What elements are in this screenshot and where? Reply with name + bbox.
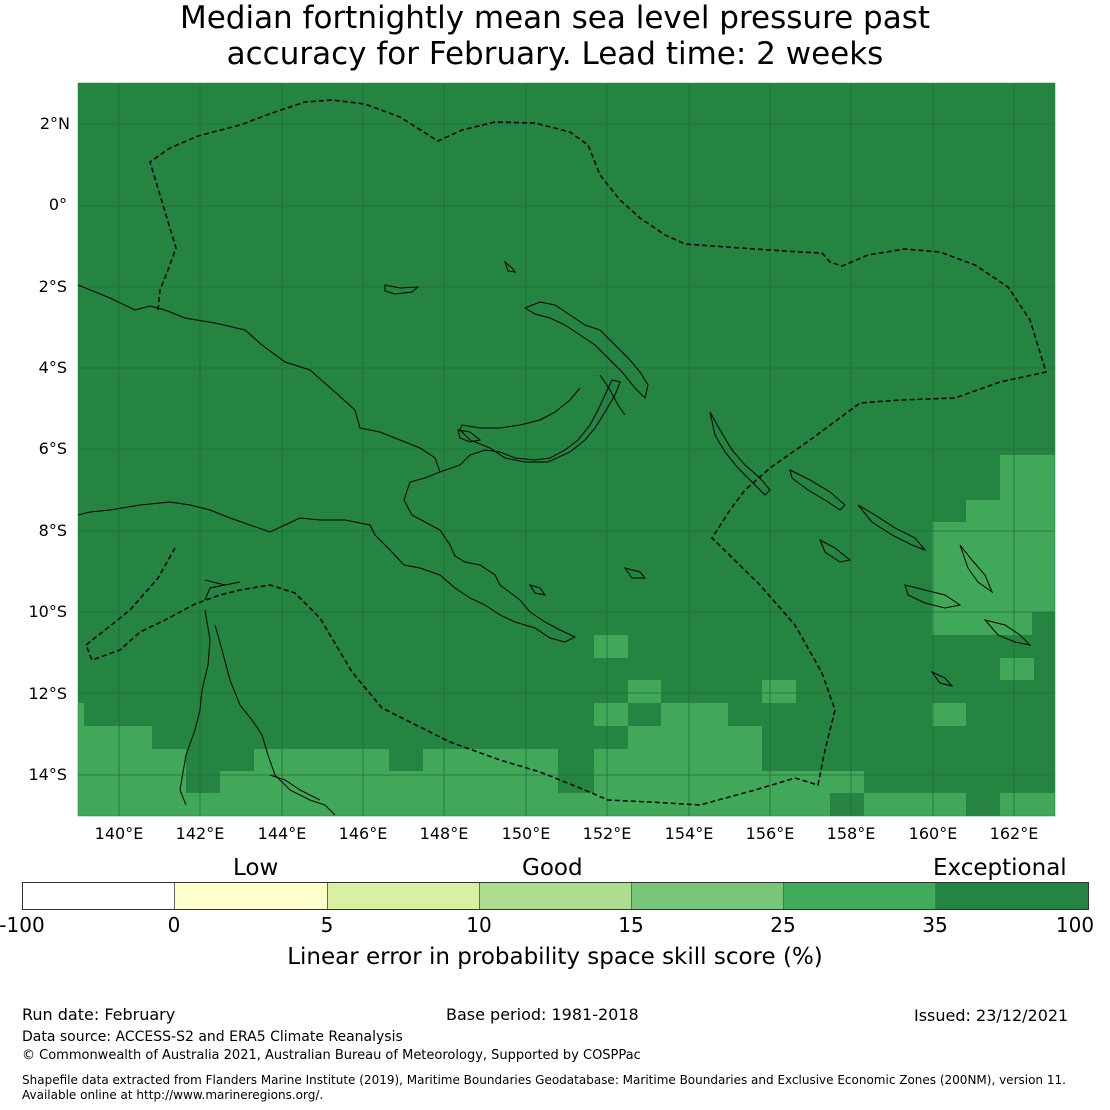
category-good: Good	[522, 855, 583, 881]
lat-label-8s: 8°S	[38, 521, 67, 540]
tick-label: 0	[167, 913, 181, 937]
lon-label-146e: 146°E	[338, 824, 388, 843]
chart-title: Median fortnightly mean sea level pressu…	[0, 0, 1110, 72]
skill-map	[77, 82, 1056, 817]
lon-label-160e: 160°E	[908, 824, 958, 843]
colorbar-segment	[784, 883, 936, 909]
base-period: Base period: 1981-2018	[446, 1005, 639, 1024]
title-line-1: Median fortnightly mean sea level pressu…	[179, 0, 931, 36]
lon-label-156e: 156°E	[745, 824, 795, 843]
lon-label-140e: 140°E	[94, 824, 144, 843]
eez-boundary	[85, 99, 1047, 806]
tick-label: 100	[1055, 913, 1095, 937]
shapefile-credit-line-1: Shapefile data extracted from Flanders M…	[22, 1073, 1066, 1087]
tick-label: -100	[0, 913, 45, 937]
lat-label-4s: 4°S	[38, 358, 67, 377]
lat-label-12s: 12°S	[28, 684, 67, 703]
colorbar-segment	[175, 883, 328, 909]
run-date: Run date: February	[22, 1005, 176, 1024]
lat-label-0: 0°	[48, 195, 67, 214]
lat-label-2n: 2°N	[39, 114, 70, 133]
lon-label-162e: 162°E	[989, 824, 1039, 843]
colorbar-segment	[23, 883, 175, 909]
title-line-2: accuracy for February. Lead time: 2 week…	[226, 36, 884, 72]
category-exceptional: Exceptional	[933, 855, 1067, 881]
lon-label-150e: 150°E	[501, 824, 551, 843]
colorbar-segment	[328, 883, 480, 909]
data-source: Data source: ACCESS-S2 and ERA5 Climate …	[22, 1029, 403, 1045]
lat-label-6s: 6°S	[38, 439, 67, 458]
lat-label-10s: 10°S	[28, 602, 67, 621]
colorbar-segment	[480, 883, 632, 909]
colorbar-segment	[632, 883, 784, 909]
lat-label-14s: 14°S	[28, 765, 67, 784]
shapefile-credit-line-2: Available online at http://www.marinereg…	[22, 1088, 324, 1102]
tick-label: 25	[770, 913, 796, 937]
lon-label-142e: 142°E	[175, 824, 225, 843]
lon-label-152e: 152°E	[582, 824, 632, 843]
graticule	[78, 83, 1055, 816]
lon-label-158e: 158°E	[826, 824, 876, 843]
colorbar-segment	[936, 883, 1088, 909]
tick-label: 10	[466, 913, 492, 937]
tick-label: 5	[320, 913, 334, 937]
category-low: Low	[233, 855, 279, 881]
lon-label-148e: 148°E	[419, 824, 469, 843]
copyright: © Commonwealth of Australia 2021, Austra…	[22, 1048, 641, 1063]
tick-label: 35	[922, 913, 948, 937]
lon-label-154e: 154°E	[664, 824, 714, 843]
colorbar-label: Linear error in probability space skill …	[287, 944, 823, 970]
map-background	[78, 83, 1055, 816]
lat-label-2s: 2°S	[38, 277, 67, 296]
tick-label: 15	[618, 913, 644, 937]
coastlines	[78, 260, 1032, 816]
issued-date: Issued: 23/12/2021	[914, 1006, 1069, 1025]
colorbar	[22, 882, 1089, 910]
lon-label-144e: 144°E	[257, 824, 307, 843]
